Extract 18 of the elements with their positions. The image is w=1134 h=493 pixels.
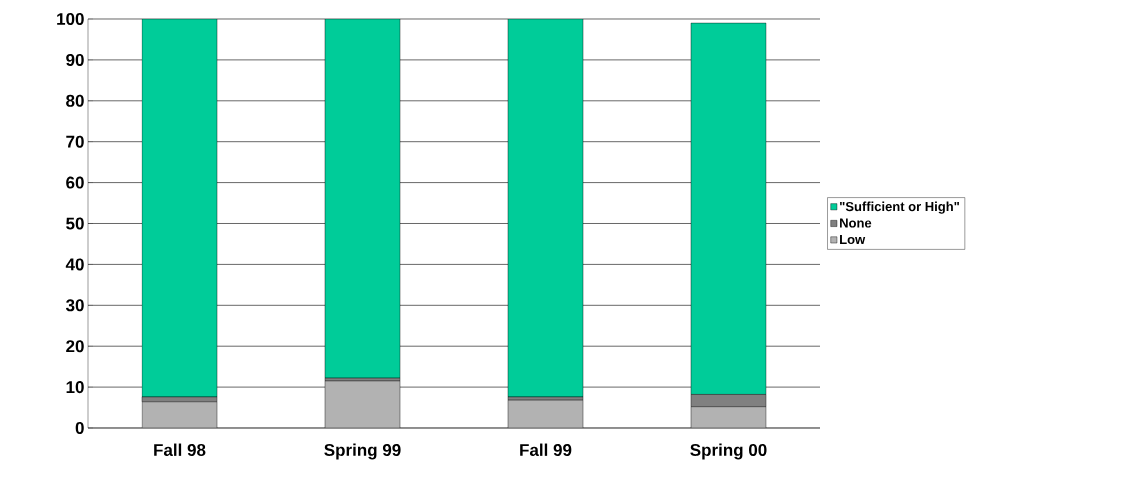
y-tick-label: 0 <box>75 421 84 435</box>
x-tick-label: Fall 98 <box>154 443 206 457</box>
y-tick-label: 70 <box>66 135 84 148</box>
y-tick-label: 10 <box>66 381 84 394</box>
y-tick-label: 30 <box>65 299 84 312</box>
legend-label: None <box>840 218 872 228</box>
y-tick-label: 50 <box>66 217 84 230</box>
x-tick-label: Spring 99 <box>324 443 401 460</box>
y-tick-label: 20 <box>66 340 84 353</box>
legend-label: "Sufficient or High" <box>840 201 959 214</box>
y-tick-label: 60 <box>66 176 84 189</box>
x-tick-label: Fall 99 <box>520 443 572 457</box>
y-tick-label: 90 <box>66 53 84 66</box>
y-tick-label: 40 <box>65 258 84 271</box>
y-tick-label: 80 <box>66 94 84 107</box>
y-tick-label: 100 <box>57 12 84 26</box>
legend-label: Low <box>840 234 866 245</box>
x-tick-label: Spring 00 <box>690 443 767 460</box>
